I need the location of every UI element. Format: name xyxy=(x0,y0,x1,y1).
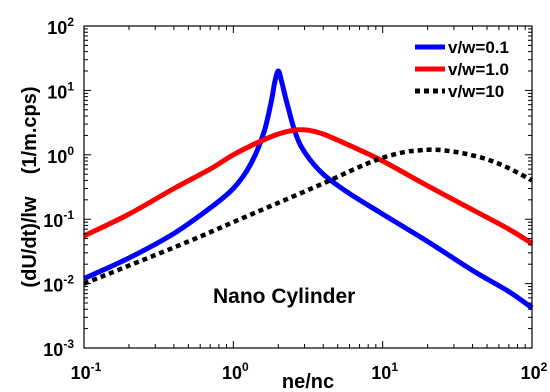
legend-label-2: v/w=1.0 xyxy=(448,60,509,79)
series-line-2 xyxy=(82,127,534,246)
legend-label-3: v/w=10 xyxy=(448,82,504,101)
y-axis-label: (dU/dt)/lw (1/m.cps) xyxy=(19,86,41,287)
plot-frame xyxy=(83,25,533,349)
tick-labels: 10-1 100 101 102 10-3 10-2 10-1 100 101 102 xyxy=(43,15,547,383)
x-tick-label: 100 xyxy=(222,360,249,383)
x-tick-label: 10-1 xyxy=(71,360,102,383)
legend: v/w=0.1 v/w=1.0 v/w=10 xyxy=(415,38,509,101)
series-line-3 xyxy=(83,147,534,286)
y-tick-label: 102 xyxy=(47,15,74,38)
y-tick-label: 100 xyxy=(47,144,74,167)
series-layer xyxy=(82,68,534,310)
ticks-layer xyxy=(83,25,533,349)
y-tick-label: 10-1 xyxy=(43,208,74,231)
legend-label-1: v/w=0.1 xyxy=(448,38,509,57)
x-axis-label: ne/nc xyxy=(282,371,334,392)
x-tick-label: 101 xyxy=(371,360,398,383)
y-tick-label: 101 xyxy=(47,79,74,102)
x-tick-label: 102 xyxy=(521,360,548,383)
annotation-nano-cylinder: Nano Cylinder xyxy=(213,285,355,308)
y-tick-label: 10-3 xyxy=(43,337,74,360)
series-line-1 xyxy=(82,68,534,310)
y-tick-label: 10-2 xyxy=(43,273,74,296)
plot-background xyxy=(84,26,532,348)
